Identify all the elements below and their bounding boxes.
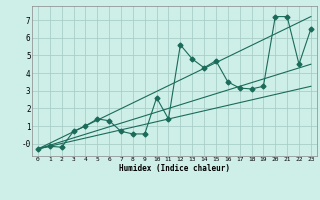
X-axis label: Humidex (Indice chaleur): Humidex (Indice chaleur) [119,164,230,173]
